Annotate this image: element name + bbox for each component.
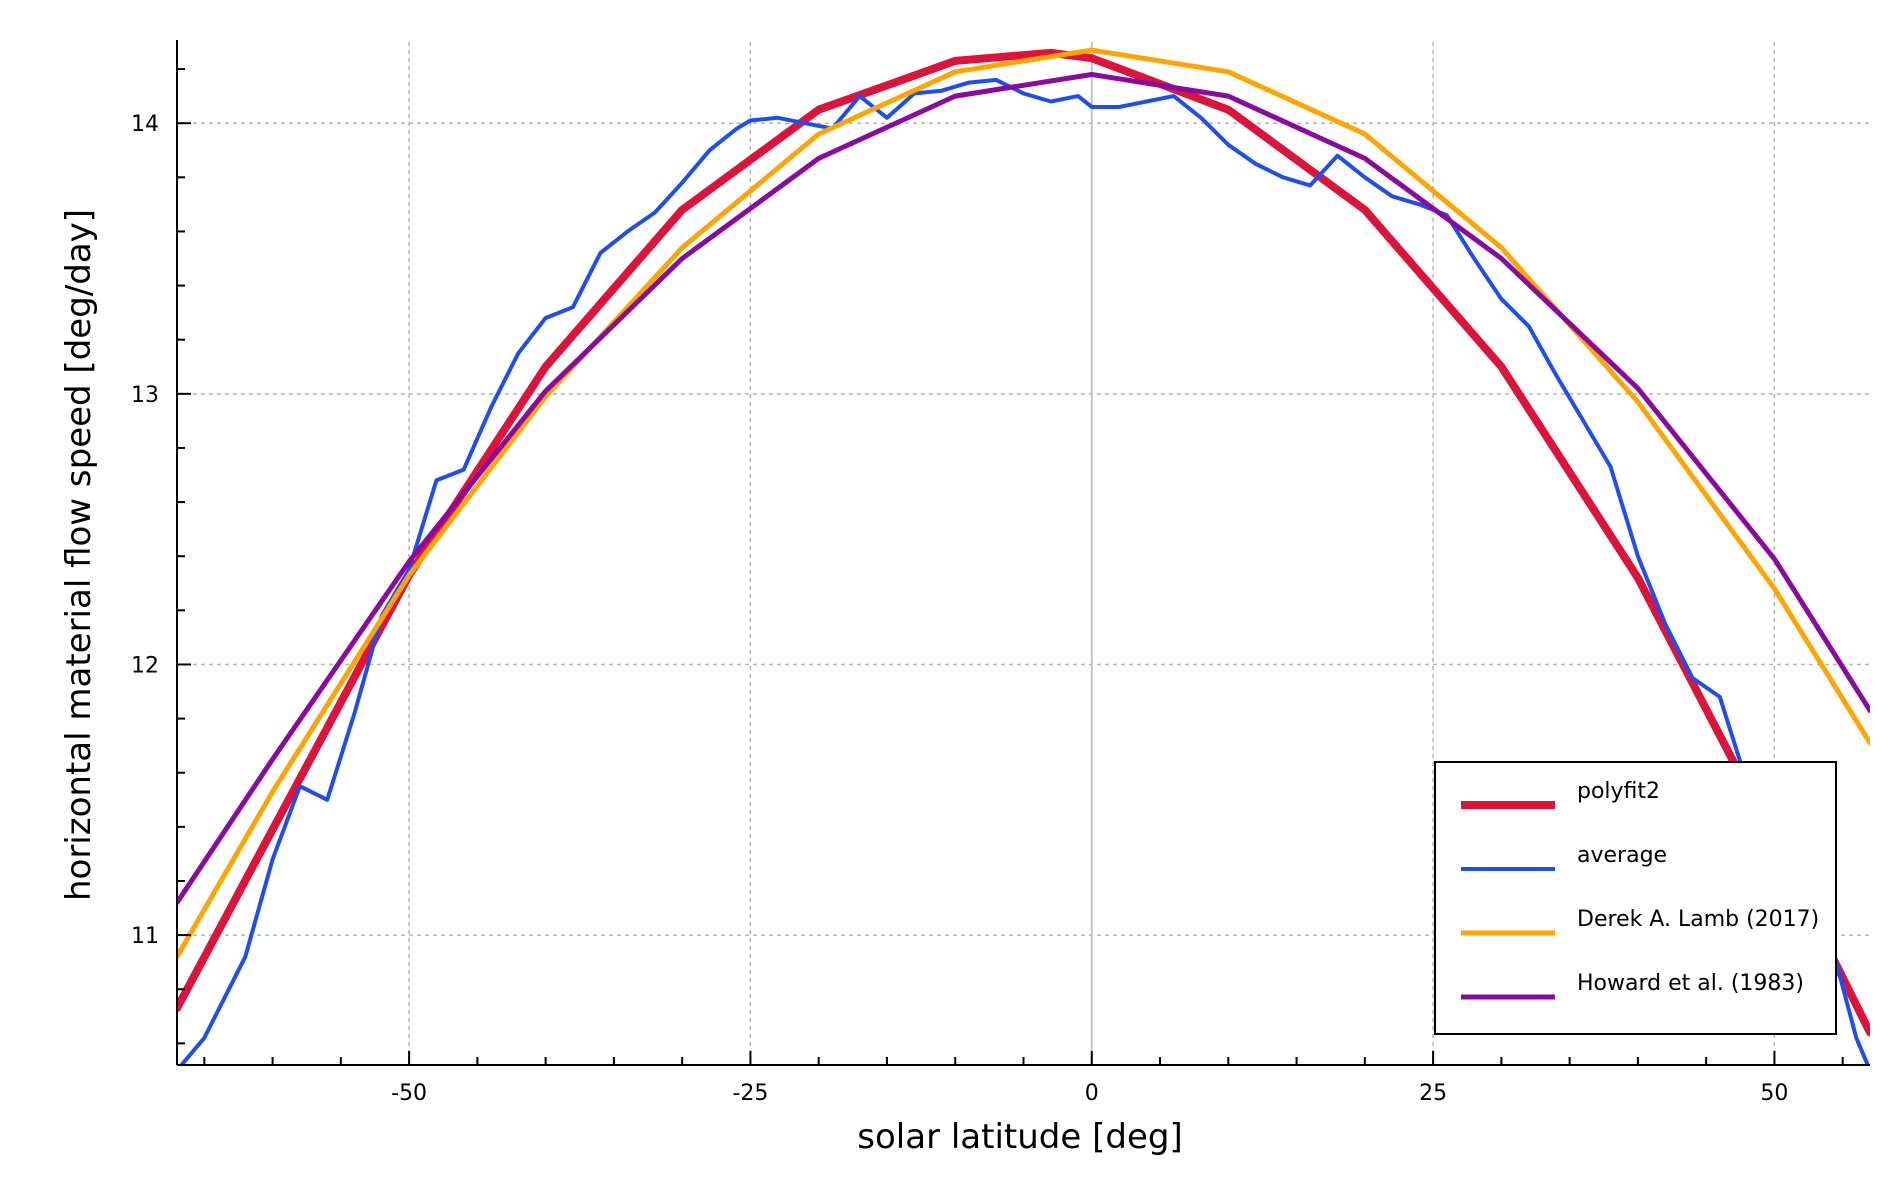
x-axis-label: solar latitude [deg] bbox=[857, 1117, 1182, 1157]
legend-label-howard: Howard et al. (1983) bbox=[1577, 971, 1804, 996]
y-tick-label: 12 bbox=[131, 653, 159, 678]
y-tick-label: 11 bbox=[131, 924, 159, 949]
series-line-1 bbox=[178, 77, 1870, 1065]
series-line-3 bbox=[177, 72, 1870, 906]
x-tick-label: -50 bbox=[391, 1081, 427, 1106]
y-axis-label: horizontal material flow speed [deg/day] bbox=[59, 209, 99, 901]
legend-label-polyfit2: polyfit2 bbox=[1577, 779, 1660, 804]
legend-label-lamb: Derek A. Lamb (2017) bbox=[1577, 907, 1819, 932]
x-tick-label: 50 bbox=[1760, 1081, 1788, 1106]
legend-label-average: average bbox=[1577, 843, 1667, 868]
x-tick-label: -25 bbox=[732, 1081, 768, 1106]
y-tick-label: 13 bbox=[131, 383, 159, 408]
series-layer bbox=[177, 47, 1870, 1065]
y-tick-label: 14 bbox=[131, 112, 159, 137]
ticks: -50 -25 0 25 50 11 12 13 14 bbox=[131, 68, 1844, 1106]
legend: polyfit2 average Derek A. Lamb (2017) Ho… bbox=[1434, 761, 1837, 1035]
x-tick-label: 0 bbox=[1085, 1081, 1099, 1106]
grid bbox=[177, 42, 1870, 1065]
x-tick-label: 25 bbox=[1419, 1081, 1447, 1106]
series-line-2 bbox=[177, 47, 1870, 960]
